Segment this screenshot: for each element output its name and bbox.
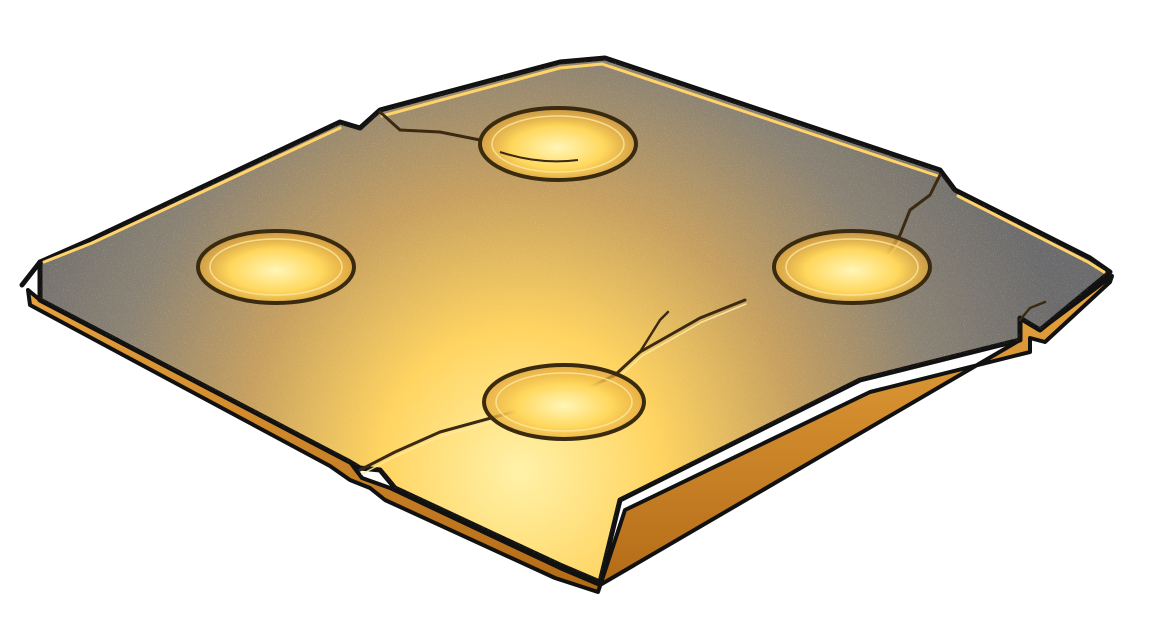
rim-light-back bbox=[380, 62, 940, 178]
socket-top bbox=[478, 106, 638, 182]
tile-side-edge bbox=[26, 274, 1114, 594]
rim-light-left bbox=[42, 126, 342, 264]
socket-right bbox=[772, 229, 932, 305]
socket-left bbox=[196, 229, 356, 305]
socket-bottom bbox=[482, 363, 646, 441]
outline-accent bbox=[19, 259, 43, 288]
rim-light-right bbox=[956, 194, 1106, 274]
